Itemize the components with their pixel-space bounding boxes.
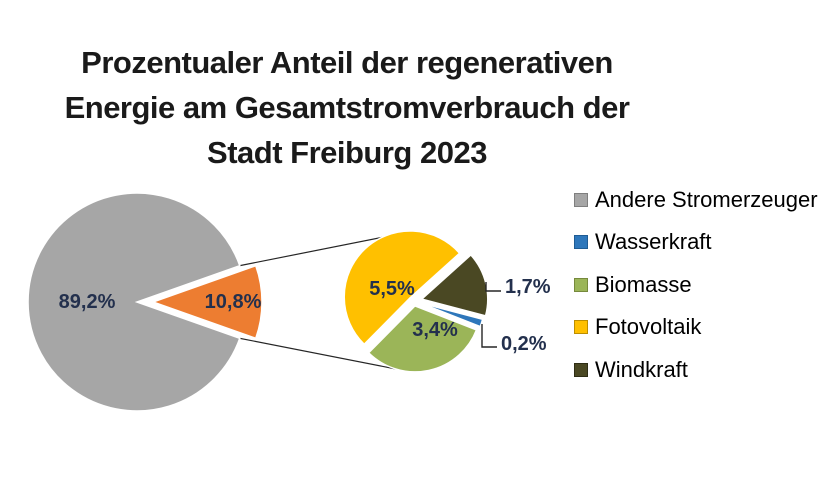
chart-title-line-3: Stadt Freiburg 2023 <box>207 135 487 170</box>
legend-swatch-andere-stromerzeuger <box>574 193 588 207</box>
leader-line-wasserkraft <box>481 324 497 348</box>
data-label-fotovoltaik: 5,5% <box>369 278 415 300</box>
pie-slice-andere-stromerzeuger <box>27 192 241 412</box>
data-label-biomasse: 3,4% <box>412 319 458 341</box>
legend-swatch-fotovoltaik <box>574 320 588 334</box>
legend-label-fotovoltaik: Fotovoltaik <box>595 314 702 339</box>
pie-slice-regenerative-energie <box>150 264 263 340</box>
legend-label-andere-stromerzeuger: Andere Stromerzeuger <box>595 187 818 212</box>
leader-line-windkraft <box>485 282 501 292</box>
legend-label-wasserkraft: Wasserkraft <box>595 229 712 254</box>
chart-title-line-2: Energie am Gesamtstromverbrauch der <box>64 90 630 125</box>
legend-item-andere-stromerzeuger: Andere Stromerzeuger <box>574 188 818 212</box>
data-label-wasserkraft: 0,2% <box>501 333 547 355</box>
chart-title: Prozentualer Anteil der regenerativen En… <box>36 40 658 175</box>
series-connector-line-1 <box>232 232 405 268</box>
legend-swatch-biomasse <box>574 278 588 292</box>
legend-item-fotovoltaik: Fotovoltaik <box>574 315 701 339</box>
legend-label-biomasse: Biomasse <box>595 272 692 297</box>
legend-item-wasserkraft: Wasserkraft <box>574 230 712 254</box>
pie-slice-fotovoltaik <box>343 230 461 346</box>
legend-item-windkraft: Windkraft <box>574 358 688 382</box>
data-label-andere-stromerzeuger: 89,2% <box>59 291 116 313</box>
series-connector-line-2 <box>232 336 397 370</box>
pie-slice-wasserkraft <box>418 301 484 328</box>
legend-label-windkraft: Windkraft <box>595 357 688 382</box>
data-label-windkraft: 1,7% <box>505 276 551 298</box>
legend-swatch-wasserkraft <box>574 235 588 249</box>
legend-item-biomasse: Biomasse <box>574 273 692 297</box>
data-label-regenerative-energie: 10,8% <box>205 291 262 313</box>
chart-title-line-1: Prozentualer Anteil der regenerativen <box>81 45 613 80</box>
legend-swatch-windkraft <box>574 363 588 377</box>
pie-slice-biomasse <box>367 305 478 373</box>
